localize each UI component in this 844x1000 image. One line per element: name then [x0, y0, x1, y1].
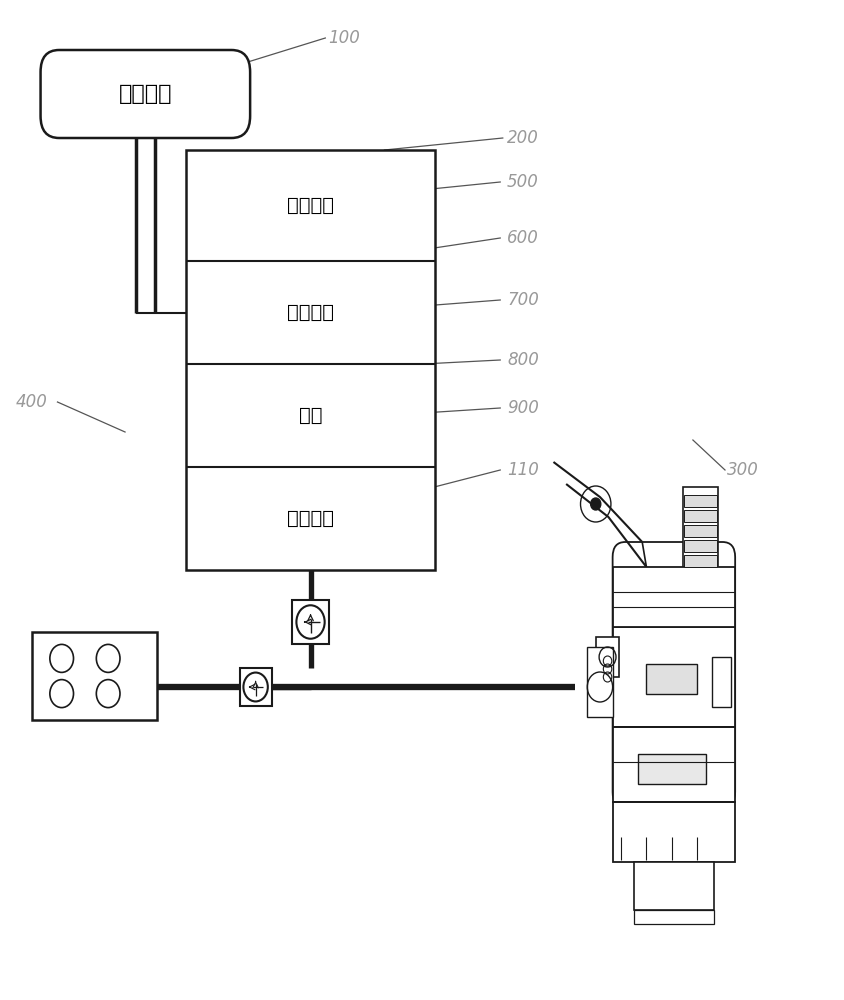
Bar — [684, 495, 716, 507]
Text: 100: 100 — [327, 29, 360, 47]
Bar — [612, 627, 734, 727]
Text: 800: 800 — [506, 351, 538, 369]
Text: 高压气源: 高压气源 — [287, 196, 333, 215]
Bar — [684, 555, 716, 567]
Text: 300: 300 — [726, 461, 758, 479]
Text: 600: 600 — [506, 229, 538, 247]
Text: 活塞: 活塞 — [299, 406, 322, 425]
Text: 500: 500 — [506, 173, 538, 191]
Bar — [711, 657, 730, 707]
Text: 700: 700 — [506, 291, 538, 309]
Bar — [682, 487, 717, 572]
Bar — [633, 862, 713, 910]
Text: 备份液压: 备份液压 — [287, 509, 333, 528]
Text: 电子阀门: 电子阀门 — [287, 303, 333, 322]
Bar — [587, 647, 612, 717]
Bar — [186, 150, 435, 570]
Text: 200: 200 — [506, 129, 538, 147]
Bar — [684, 510, 716, 522]
Bar — [240, 668, 271, 706]
Circle shape — [590, 498, 600, 510]
Bar — [595, 637, 619, 677]
Bar — [612, 567, 734, 627]
Bar — [633, 910, 713, 924]
Text: 110: 110 — [506, 461, 538, 479]
Text: 主控单元: 主控单元 — [118, 84, 172, 104]
Bar — [684, 540, 716, 552]
FancyBboxPatch shape — [41, 50, 250, 138]
Bar — [637, 754, 705, 784]
Bar — [684, 525, 716, 537]
Bar — [612, 802, 734, 862]
Bar — [612, 727, 734, 802]
Text: 900: 900 — [506, 399, 538, 417]
Text: 400: 400 — [15, 393, 47, 411]
Bar — [32, 632, 157, 720]
FancyBboxPatch shape — [612, 542, 734, 807]
Bar — [292, 600, 329, 644]
Bar — [646, 664, 696, 694]
